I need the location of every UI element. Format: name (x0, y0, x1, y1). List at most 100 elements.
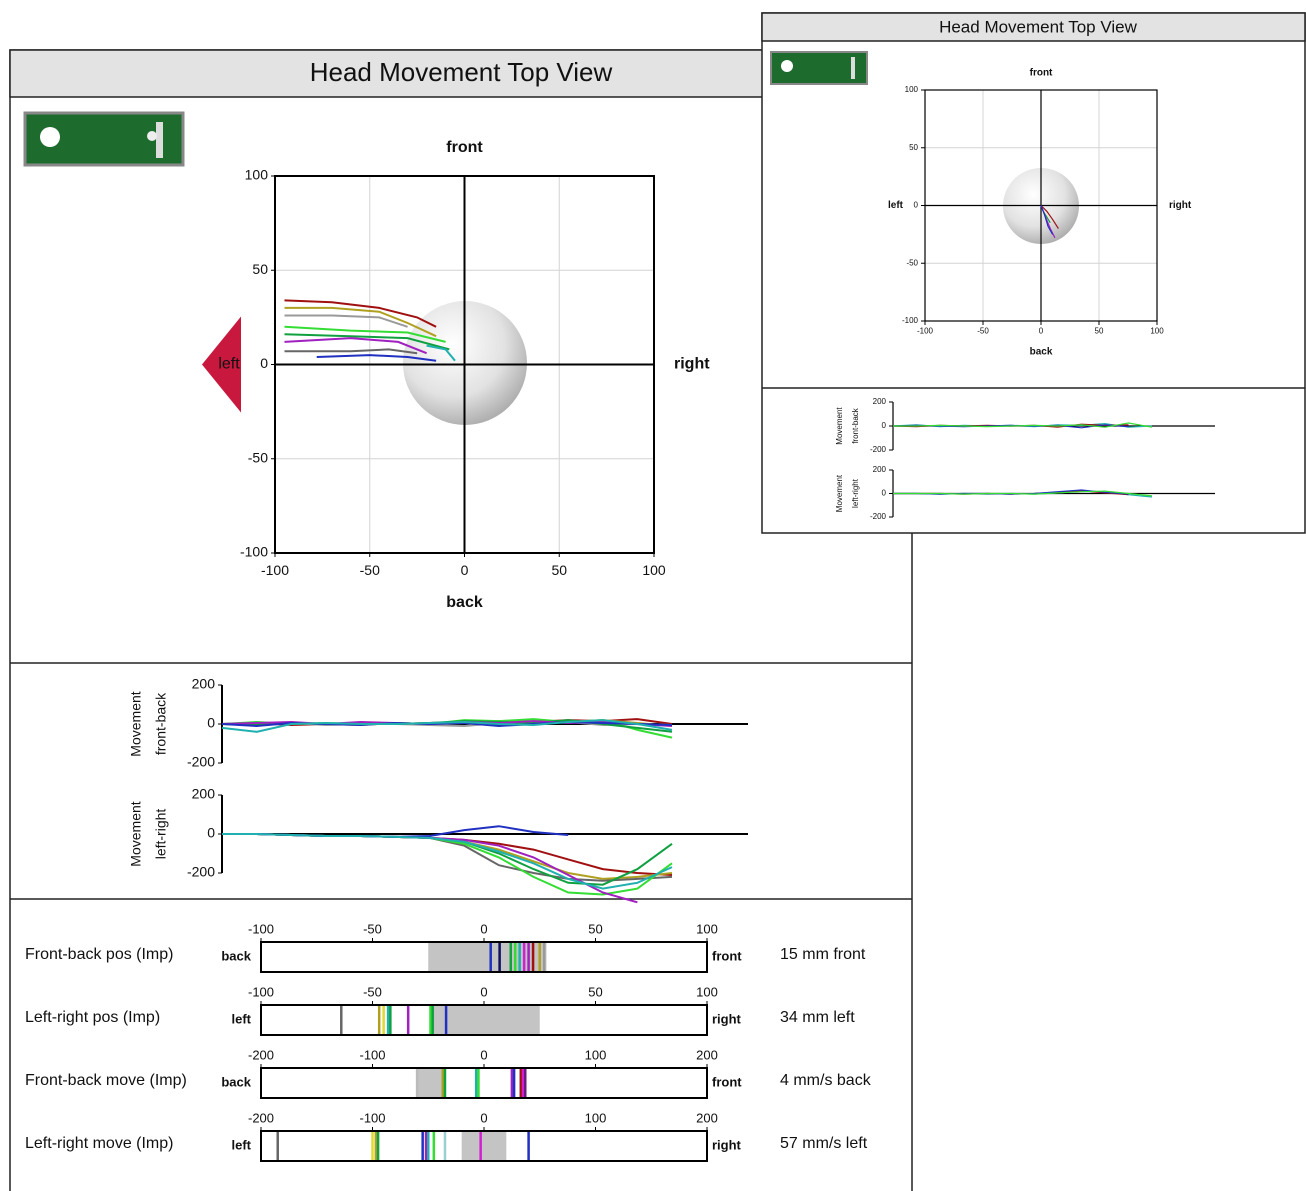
axis-label: right (1169, 200, 1192, 211)
y-axis-label: Movement (128, 691, 144, 756)
axis-label: front (446, 139, 483, 156)
strip-right-label: front (712, 948, 742, 963)
x-tick-label: -200 (248, 1110, 274, 1125)
strip-right-label: right (712, 1137, 742, 1152)
y-tick-label: 50 (909, 143, 918, 152)
x-tick-label: 100 (696, 921, 718, 936)
range-band (428, 943, 547, 971)
x-tick-label: 0 (1039, 327, 1044, 336)
trace (284, 314, 408, 328)
title-bar (761, 12, 1306, 42)
strip-right-label: front (712, 1074, 742, 1089)
trace (284, 299, 437, 328)
x-tick-label: 0 (480, 1110, 487, 1125)
x-tick-label: -100 (248, 984, 274, 999)
range-band (430, 1006, 540, 1034)
y-tick-label: 50 (252, 261, 268, 277)
range-band (461, 1132, 507, 1160)
strip-box (260, 1067, 708, 1099)
trace (426, 344, 456, 362)
strip-left-label: left (232, 1011, 252, 1026)
range-band (417, 1069, 445, 1097)
x-tick-label: 100 (585, 1110, 607, 1125)
strip-left-label: back (221, 948, 251, 963)
x-tick-label: 50 (588, 921, 602, 936)
trace (284, 348, 418, 355)
result-value: 57 mm/s left (780, 1135, 868, 1152)
strip-left-label: back (221, 1074, 251, 1089)
axis-label: back (446, 594, 483, 611)
x-tick-label: -100 (359, 1047, 385, 1062)
direction-arrow (202, 316, 241, 413)
trace (221, 719, 673, 733)
trace (1040, 205, 1054, 235)
charts: -100 -50 0 50 100 front back right left -100 -50 0 5… (25, 68, 1215, 1162)
trace (222, 833, 673, 890)
y-axis-label: Movement (835, 474, 844, 512)
y-tick-label: -200 (870, 445, 887, 454)
y-tick-label: -50 (906, 258, 918, 267)
y-tick-label: -100 (240, 544, 268, 560)
y-tick-label: 0 (207, 715, 215, 731)
result-value: 34 mm left (780, 1009, 855, 1026)
logo (23, 111, 185, 167)
row-title: Left-right pos (Imp) (25, 1009, 160, 1026)
y-tick-label: 100 (905, 85, 919, 94)
x-tick-label: 200 (696, 1047, 718, 1062)
trace (284, 325, 446, 343)
result-value: 15 mm front (780, 946, 866, 963)
y-axis-label: Movement (128, 801, 144, 866)
x-tick-label: 50 (551, 562, 567, 578)
x-tick-label: 100 (642, 562, 666, 578)
x-tick-label: 0 (480, 1047, 487, 1062)
x-tick-label: 100 (585, 1047, 607, 1062)
axis-label: back (1030, 347, 1053, 358)
y-tick-label: 200 (873, 465, 887, 474)
trace (1040, 205, 1059, 229)
y-tick-label: 200 (192, 786, 216, 802)
y-tick-label: 0 (260, 355, 268, 371)
axis-label: left (888, 200, 904, 211)
y-tick-label: -100 (902, 316, 919, 325)
x-tick-label: -50 (360, 562, 380, 578)
y-tick-label: -200 (187, 754, 215, 770)
trace (284, 333, 450, 351)
y-tick-label: 0 (882, 489, 887, 498)
row-title: Left-right move (Imp) (25, 1135, 173, 1152)
y-tick-label: 0 (914, 201, 919, 210)
y-tick-label: 0 (882, 421, 887, 430)
trace (893, 422, 1153, 428)
x-tick-label: 100 (696, 984, 718, 999)
trace (284, 306, 437, 338)
y-tick-label: 200 (873, 397, 887, 406)
x-tick-label: -200 (248, 1047, 274, 1062)
y-axis-label: left-right (153, 809, 169, 860)
x-tick-label: -50 (363, 921, 382, 936)
row-title: Front-back pos (Imp) (25, 946, 173, 963)
strip-left-label: left (232, 1137, 252, 1152)
result-value: 4 mm/s back (780, 1072, 872, 1089)
axis-label: right (674, 356, 710, 373)
y-axis-label: Movement (835, 407, 844, 445)
strip-right-label: right (712, 1011, 742, 1026)
y-axis-label: front-back (153, 692, 169, 755)
trace (893, 490, 1153, 497)
x-tick-label: 50 (1095, 327, 1104, 336)
y-tick-label: -200 (187, 864, 215, 880)
logo (770, 51, 868, 85)
axis-label: left (218, 356, 240, 373)
x-tick-label: 0 (461, 562, 469, 578)
panel-title: Head Movement Top View (939, 17, 1138, 36)
y-axis-label: front-back (851, 407, 860, 444)
x-tick-label: -100 (917, 327, 934, 336)
x-tick-label: -100 (359, 1110, 385, 1125)
x-tick-label: 100 (1150, 327, 1164, 336)
y-tick-label: -200 (870, 512, 887, 521)
axis-label: front (1030, 68, 1053, 79)
x-tick-label: -50 (363, 984, 382, 999)
y-tick-label: 200 (192, 676, 216, 692)
x-tick-label: 0 (480, 984, 487, 999)
x-tick-label: -100 (248, 921, 274, 936)
x-tick-label: -100 (261, 562, 289, 578)
